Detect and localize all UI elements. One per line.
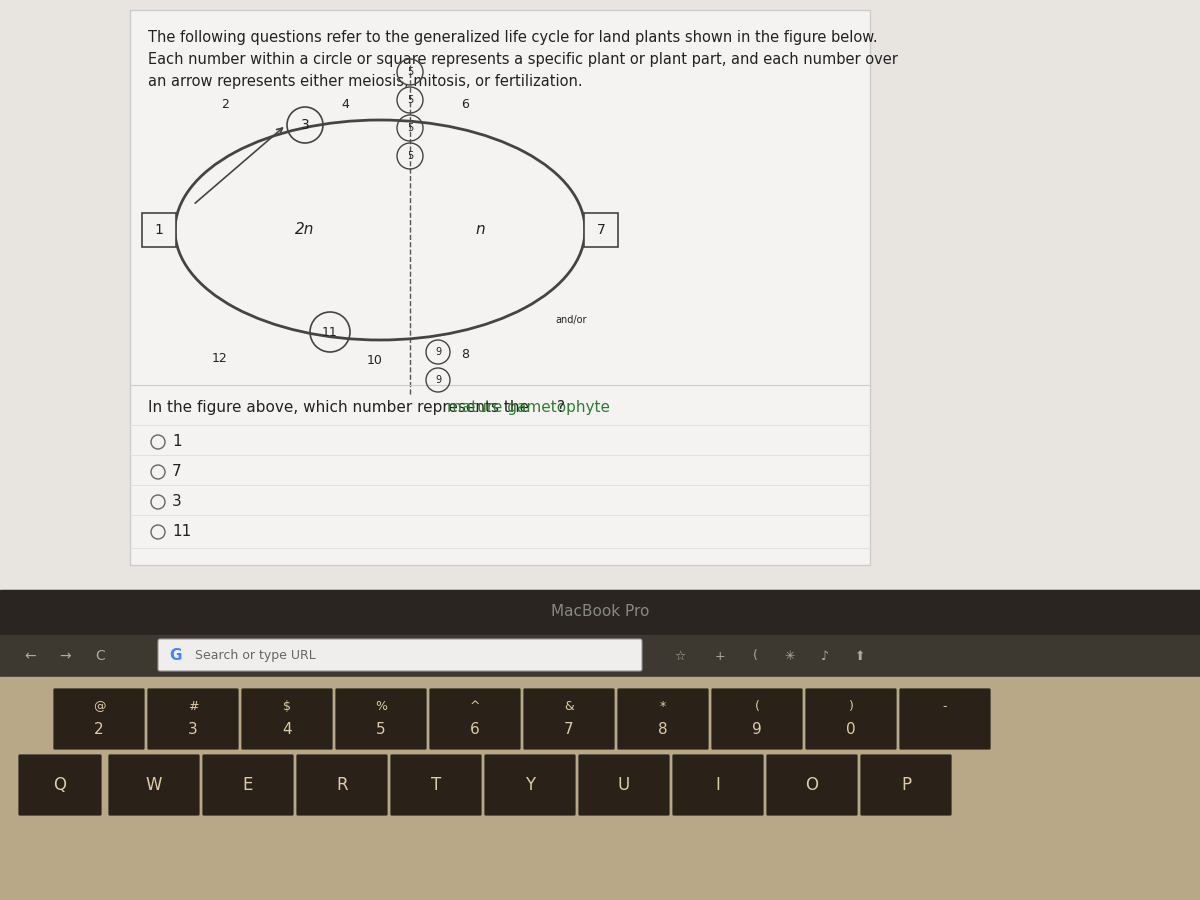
Text: @: @ (92, 699, 106, 713)
Text: 9: 9 (434, 375, 442, 385)
Text: C: C (95, 649, 104, 663)
Text: I: I (715, 776, 720, 794)
Text: ☆: ☆ (674, 650, 685, 662)
FancyBboxPatch shape (523, 688, 614, 750)
FancyBboxPatch shape (148, 688, 239, 750)
FancyBboxPatch shape (130, 10, 870, 565)
Text: 4: 4 (282, 722, 292, 737)
Text: ⬆: ⬆ (854, 650, 865, 662)
FancyBboxPatch shape (618, 688, 708, 750)
Text: 5: 5 (407, 123, 413, 133)
Text: 11: 11 (172, 525, 191, 539)
Text: W: W (145, 776, 162, 794)
Text: ✳: ✳ (785, 650, 796, 662)
Text: ←: ← (24, 649, 36, 663)
FancyBboxPatch shape (54, 688, 144, 750)
Text: E: E (242, 776, 253, 794)
Text: 8: 8 (461, 348, 469, 362)
Text: ^: ^ (469, 699, 480, 713)
Text: mature gametophyte: mature gametophyte (446, 400, 610, 415)
Text: G: G (169, 649, 181, 663)
Text: R: R (336, 776, 348, 794)
Text: 1: 1 (155, 223, 163, 237)
FancyBboxPatch shape (767, 754, 858, 815)
Text: 0: 0 (846, 722, 856, 737)
Text: T: T (431, 776, 442, 794)
Text: 2: 2 (94, 722, 104, 737)
Text: $: $ (283, 699, 292, 713)
FancyBboxPatch shape (578, 754, 670, 815)
Text: +: + (715, 650, 725, 662)
Text: ♪: ♪ (821, 650, 829, 662)
Bar (0, 590, 1200, 635)
FancyBboxPatch shape (430, 688, 521, 750)
Text: 5: 5 (407, 67, 413, 77)
Text: 7: 7 (596, 223, 605, 237)
Text: n: n (475, 222, 485, 238)
Bar (0, 590, 1200, 900)
FancyBboxPatch shape (336, 688, 426, 750)
FancyBboxPatch shape (142, 213, 176, 247)
FancyBboxPatch shape (712, 688, 803, 750)
Text: P: P (901, 776, 911, 794)
Text: ?: ? (557, 400, 565, 415)
Text: -: - (943, 699, 947, 713)
Text: 5: 5 (407, 95, 413, 105)
Text: Each number within a circle or square represents a specific plant or plant part,: Each number within a circle or square re… (148, 52, 898, 67)
Text: 8: 8 (658, 722, 668, 737)
FancyBboxPatch shape (158, 639, 642, 671)
FancyBboxPatch shape (805, 688, 896, 750)
Text: Y: Y (524, 776, 535, 794)
FancyBboxPatch shape (900, 688, 990, 750)
Text: ): ) (848, 699, 853, 713)
Text: 6: 6 (461, 98, 469, 112)
Text: MacBook Pro: MacBook Pro (551, 605, 649, 619)
Text: 7: 7 (172, 464, 181, 480)
Text: (: ( (752, 650, 757, 662)
Text: #: # (187, 699, 198, 713)
Text: and/or: and/or (556, 315, 587, 325)
FancyBboxPatch shape (18, 754, 102, 815)
FancyBboxPatch shape (672, 754, 763, 815)
Text: 3: 3 (188, 722, 198, 737)
Text: 3: 3 (301, 118, 310, 132)
Text: 1: 1 (172, 435, 181, 449)
Text: O: O (805, 776, 818, 794)
FancyBboxPatch shape (108, 754, 199, 815)
FancyBboxPatch shape (584, 213, 618, 247)
Text: 6: 6 (470, 722, 480, 737)
FancyBboxPatch shape (485, 754, 576, 815)
FancyBboxPatch shape (241, 688, 332, 750)
Text: *: * (660, 699, 666, 713)
FancyBboxPatch shape (296, 754, 388, 815)
Text: Search or type URL: Search or type URL (194, 650, 316, 662)
FancyBboxPatch shape (203, 754, 294, 815)
Bar (0, 635, 1200, 677)
Text: 10: 10 (367, 354, 383, 366)
Text: U: U (618, 776, 630, 794)
Text: (: ( (755, 699, 760, 713)
Text: 5: 5 (376, 722, 386, 737)
Text: →: → (59, 649, 71, 663)
FancyBboxPatch shape (390, 754, 481, 815)
Text: Q: Q (54, 776, 66, 794)
Text: In the figure above, which number represents the: In the figure above, which number repres… (148, 400, 534, 415)
Text: 11: 11 (322, 326, 338, 338)
Text: 9: 9 (434, 347, 442, 357)
Text: 12: 12 (212, 352, 228, 365)
Text: 7: 7 (564, 722, 574, 737)
Text: %: % (374, 699, 386, 713)
Text: 2n: 2n (295, 222, 314, 238)
Bar (0, 677, 1200, 900)
Text: 9: 9 (752, 722, 762, 737)
Text: 4: 4 (341, 98, 349, 112)
Text: 5: 5 (407, 151, 413, 161)
FancyBboxPatch shape (860, 754, 952, 815)
Text: The following questions refer to the generalized life cycle for land plants show: The following questions refer to the gen… (148, 30, 877, 45)
Text: 2: 2 (221, 98, 229, 112)
Text: 3: 3 (172, 494, 181, 509)
Text: an arrow represents either meiosis, mitosis, or fertilization.: an arrow represents either meiosis, mito… (148, 74, 583, 89)
Text: &: & (564, 699, 574, 713)
